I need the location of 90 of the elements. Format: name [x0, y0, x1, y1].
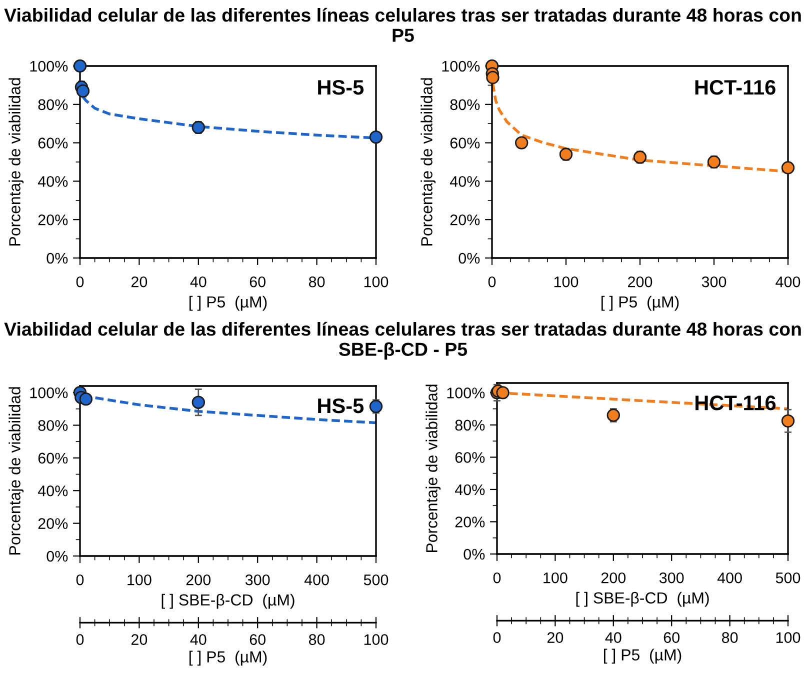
x-tick-label: 300: [702, 276, 726, 288]
x2-axis-title: [ ] P5 (µM): [604, 648, 682, 664]
chart-title: Viabilidad celular de las diferentes líneas celulares tras ser tratadas durante 48 horas con P5: [4, 8, 801, 42]
x-tick-label: 400: [776, 276, 800, 288]
x2-tick-label: 40: [605, 632, 622, 643]
y-tick-label: 100%: [447, 388, 485, 398]
x-tick-label: 0: [76, 276, 84, 288]
y-tick-label: 0%: [464, 548, 485, 560]
y-axis-title: Porcentaje de viabilidad: [426, 384, 441, 552]
x-tick-label: 0: [76, 574, 84, 586]
y-tick-label: 0%: [46, 252, 68, 264]
y-axis-title: Porcentaje de viabilidad: [8, 78, 24, 246]
x2-tick-label: 60: [250, 634, 266, 645]
x-axis-title: [ ] SBE-β-CD (µM): [576, 592, 709, 607]
y-tick-label: 20%: [450, 214, 480, 226]
x-tick-label: 0: [493, 572, 501, 584]
y-tick-label: 60%: [455, 452, 485, 463]
x-tick-label: 100: [128, 574, 152, 586]
point: [369, 400, 383, 414]
point: [707, 155, 721, 169]
y-tick-label: 60%: [38, 452, 68, 464]
point: [781, 414, 795, 428]
y-tick-label: 40%: [38, 176, 68, 187]
x-tick-label: 200: [186, 574, 211, 586]
x2-axis-title: [ ] P5 (µM): [189, 650, 267, 666]
point: [606, 408, 620, 422]
x-tick-label: 100: [544, 572, 568, 584]
point: [515, 136, 528, 150]
x2-tick-label: 60: [664, 632, 680, 643]
point: [559, 148, 573, 161]
point: [496, 386, 510, 400]
point: [781, 161, 795, 174]
point: [192, 120, 205, 134]
point: [486, 70, 500, 84]
x-tick-label: 100: [364, 276, 388, 288]
annotation: HCT-116: [695, 80, 776, 95]
point: [73, 59, 87, 73]
x2-tick-label: 40: [190, 634, 206, 645]
y-tick-label: 40%: [454, 484, 485, 496]
x2-tick-label: 0: [493, 632, 501, 643]
y-tick-label: 40%: [38, 485, 68, 496]
y-tick-label: 100%: [442, 60, 480, 72]
y-tick-label: 20%: [38, 214, 68, 226]
point: [76, 84, 90, 98]
y-tick-label: 80%: [455, 420, 485, 431]
x2-tick-label: 80: [308, 634, 325, 645]
point: [633, 150, 647, 164]
y-axis-title: Porcentaje de viabilidad: [8, 387, 24, 554]
y-tick-label: 100%: [30, 60, 68, 72]
y-axis-title: Porcentaje de viabilidad: [420, 78, 436, 246]
x-axis-title: [ ] P5 (µM): [601, 296, 679, 311]
y-tick-label: 80%: [450, 99, 480, 110]
x-tick-label: 20: [131, 276, 148, 288]
x-tick-label: 80: [308, 276, 325, 288]
x-tick-label: 0: [488, 276, 496, 288]
x2-tick-label: 20: [131, 634, 148, 645]
y-tick-label: 60%: [38, 138, 68, 148]
point: [369, 130, 383, 144]
annotation: HS-5: [318, 398, 364, 414]
y-tick-label: 80%: [38, 420, 68, 431]
y-tick-label: 0%: [46, 550, 68, 562]
y-tick-label: 80%: [38, 99, 68, 110]
x-tick-label: 400: [304, 574, 329, 586]
point: [192, 396, 205, 409]
x2-tick-label: 100: [364, 634, 388, 645]
x2-tick-label: 0: [76, 634, 84, 645]
x-tick-label: 300: [245, 574, 270, 586]
x-tick-label: 60: [250, 276, 266, 288]
annotation: HS-5: [318, 80, 364, 95]
y-tick-label: 100%: [30, 387, 68, 398]
x-tick-label: 200: [628, 276, 652, 288]
x-tick-label: 500: [364, 574, 388, 586]
x-tick-label: 100: [554, 276, 578, 288]
x2-tick-label: 100: [776, 632, 800, 643]
x2-tick-label: 20: [547, 632, 564, 643]
x-tick-label: 40: [190, 276, 206, 288]
point: [79, 392, 93, 406]
x-axis-title: [ ] SBE-β-CD (µM): [162, 594, 294, 609]
x-tick-label: 500: [776, 572, 800, 584]
y-tick-label: 40%: [450, 176, 480, 187]
chart-title: Viabilidad celular de las diferentes líneas celulares tras ser tratadas durante 48 horas con SBE-β-CD - P5: [4, 322, 801, 360]
x2-tick-label: 80: [722, 632, 738, 643]
y-tick-label: 0%: [458, 252, 480, 264]
x-tick-label: 300: [659, 572, 684, 584]
y-tick-label: 20%: [38, 518, 68, 529]
y-tick-label: 20%: [455, 516, 485, 528]
x-axis-title: [ ] P5 (µM): [189, 296, 267, 311]
y-tick-label: 60%: [450, 138, 480, 148]
x-tick-label: 200: [601, 572, 626, 584]
x-tick-label: 400: [717, 572, 742, 584]
